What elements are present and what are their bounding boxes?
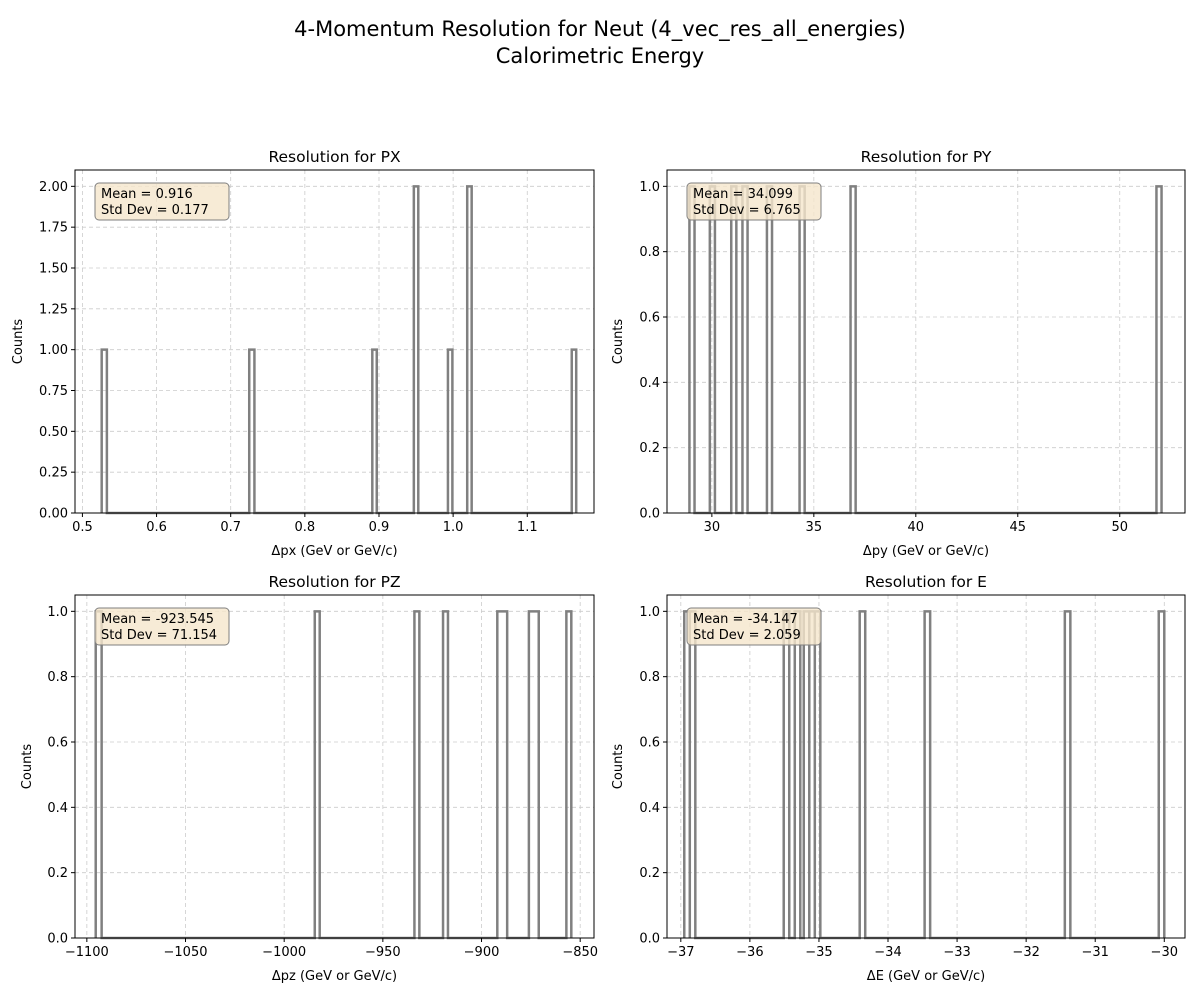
x-tick-label: 40 <box>908 520 925 535</box>
stats-mean: Mean = 0.916 <box>101 187 193 202</box>
x-tick-label: 30 <box>704 520 721 535</box>
y-tick-label: 0.25 <box>39 466 68 481</box>
stats-std-dev: Std Dev = 2.059 <box>693 628 801 643</box>
x-tick-label: −950 <box>365 945 401 960</box>
stats-std-dev: Std Dev = 6.765 <box>693 203 801 218</box>
stats-std-dev: Std Dev = 0.177 <box>101 203 209 218</box>
histogram-outline <box>683 610 1166 940</box>
axes-frame <box>74 169 595 514</box>
stats-std-dev: Std Dev = 71.154 <box>101 628 217 643</box>
axes-frame <box>666 169 1186 514</box>
y-tick-label: 0.0 <box>47 932 68 947</box>
stats-box <box>94 607 230 646</box>
x-tick-label: 50 <box>1111 520 1128 535</box>
x-tick-label: −32 <box>1012 945 1039 960</box>
x-tick-label: −37 <box>667 945 694 960</box>
stats-mean: Mean = 34.099 <box>693 187 793 202</box>
subplot-4: −37 −36 −35 −34 −33 −32 −31 −30 0.0 0.2 0.4 0.6 0.8 1… <box>611 573 1186 984</box>
y-tick-label: 1.00 <box>39 343 68 358</box>
figure-title: 4-Momentum Resolution for Neut (4_vec_re… <box>0 16 1200 70</box>
y-tick-label: 0.6 <box>639 311 660 326</box>
y-tick-label: 0.75 <box>39 384 68 399</box>
subplot-3: −1100 −1050 −1000 −950 −900 −850 0.0 0.2 0.4 0.6 0… <box>20 573 598 984</box>
subplot-title: Resolution for PZ <box>268 573 400 591</box>
y-tick-label: 0.4 <box>639 801 660 816</box>
y-axis-label: Counts <box>11 319 26 365</box>
x-tick-label: 1.0 <box>443 520 464 535</box>
x-tick-label: 0.9 <box>369 520 390 535</box>
x-tick-label: 35 <box>806 520 823 535</box>
stats-box <box>94 182 230 221</box>
axes-frame <box>666 594 1186 939</box>
y-tick-label: 0.50 <box>39 425 68 440</box>
y-tick-label: 1.50 <box>39 262 68 277</box>
x-tick-label: 0.6 <box>146 520 167 535</box>
histogram-bar <box>529 611 539 938</box>
histogram-outline <box>100 185 578 515</box>
figure-title-line-1: 4-Momentum Resolution for Neut (4_vec_re… <box>294 17 906 41</box>
x-axis-label: Δpx (GeV or GeV/c) <box>271 544 397 559</box>
subplot-2: 30 35 40 45 50 0.0 0.2 0.4 0.6 0.8 1.0 Resolution f… <box>611 148 1186 559</box>
x-tick-label: −36 <box>736 945 763 960</box>
x-tick-label: −34 <box>874 945 901 960</box>
stats-box <box>686 607 822 646</box>
histogram-outline <box>94 610 573 940</box>
stats-box <box>686 182 822 221</box>
y-tick-label: 0.8 <box>639 245 660 260</box>
histogram-bar <box>497 611 507 938</box>
x-tick-label: −1100 <box>65 945 109 960</box>
y-tick-label: 0.2 <box>639 441 660 456</box>
y-tick-label: 0.4 <box>639 376 660 391</box>
x-tick-label: −33 <box>943 945 970 960</box>
x-axis-label: ΔE (GeV or GeV/c) <box>867 969 985 984</box>
x-tick-label: 1.1 <box>517 520 538 535</box>
figure-title-line-2: Calorimetric Energy <box>495 44 705 68</box>
y-tick-label: 0.0 <box>639 932 660 947</box>
y-tick-label: 0.2 <box>639 866 660 881</box>
y-tick-label: 0.0 <box>639 507 660 522</box>
x-tick-label: −1050 <box>164 945 208 960</box>
x-tick-label: −30 <box>1151 945 1178 960</box>
x-tick-label: −1000 <box>262 945 306 960</box>
y-tick-label: 1.75 <box>39 221 68 236</box>
subplot-title: Resolution for PX <box>268 148 401 166</box>
y-axis-label: Counts <box>611 744 626 790</box>
x-tick-label: −31 <box>1081 945 1108 960</box>
y-tick-label: 0.6 <box>639 736 660 751</box>
x-axis-label: Δpy (GeV or GeV/c) <box>863 544 989 559</box>
x-tick-label: 0.5 <box>72 520 93 535</box>
y-tick-label: 1.0 <box>639 605 660 620</box>
subplot-1: 0.5 0.6 0.7 0.8 0.9 1.0 1.1 0.00 0.25 0.50 0.75 1.0… <box>11 148 595 559</box>
x-tick-label: 45 <box>1009 520 1026 535</box>
y-tick-label: 1.0 <box>639 180 660 195</box>
y-tick-label: 0.8 <box>47 670 68 685</box>
stats-mean: Mean = -923.545 <box>101 612 214 627</box>
y-axis-label: Counts <box>611 319 626 365</box>
y-tick-label: 1.0 <box>47 605 68 620</box>
y-tick-label: 0.8 <box>639 670 660 685</box>
stats-mean: Mean = -34.147 <box>693 612 798 627</box>
y-tick-label: 1.25 <box>39 302 68 317</box>
y-tick-label: 2.00 <box>39 180 68 195</box>
y-tick-label: 0.6 <box>47 736 68 751</box>
histogram-outline <box>688 185 1163 515</box>
y-tick-label: 0.4 <box>47 801 68 816</box>
x-tick-label: −35 <box>805 945 832 960</box>
x-tick-label: 0.8 <box>294 520 315 535</box>
subplot-title: Resolution for E <box>865 573 987 591</box>
axes-frame <box>74 594 595 939</box>
x-tick-label: −850 <box>562 945 598 960</box>
x-axis-label: Δpz (GeV or GeV/c) <box>272 969 397 984</box>
x-tick-label: −900 <box>464 945 500 960</box>
y-tick-label: 0.2 <box>47 866 68 881</box>
y-tick-label: 0.00 <box>39 507 68 522</box>
x-tick-label: 0.7 <box>220 520 241 535</box>
subplot-title: Resolution for PY <box>861 148 992 166</box>
y-axis-label: Counts <box>20 744 35 790</box>
